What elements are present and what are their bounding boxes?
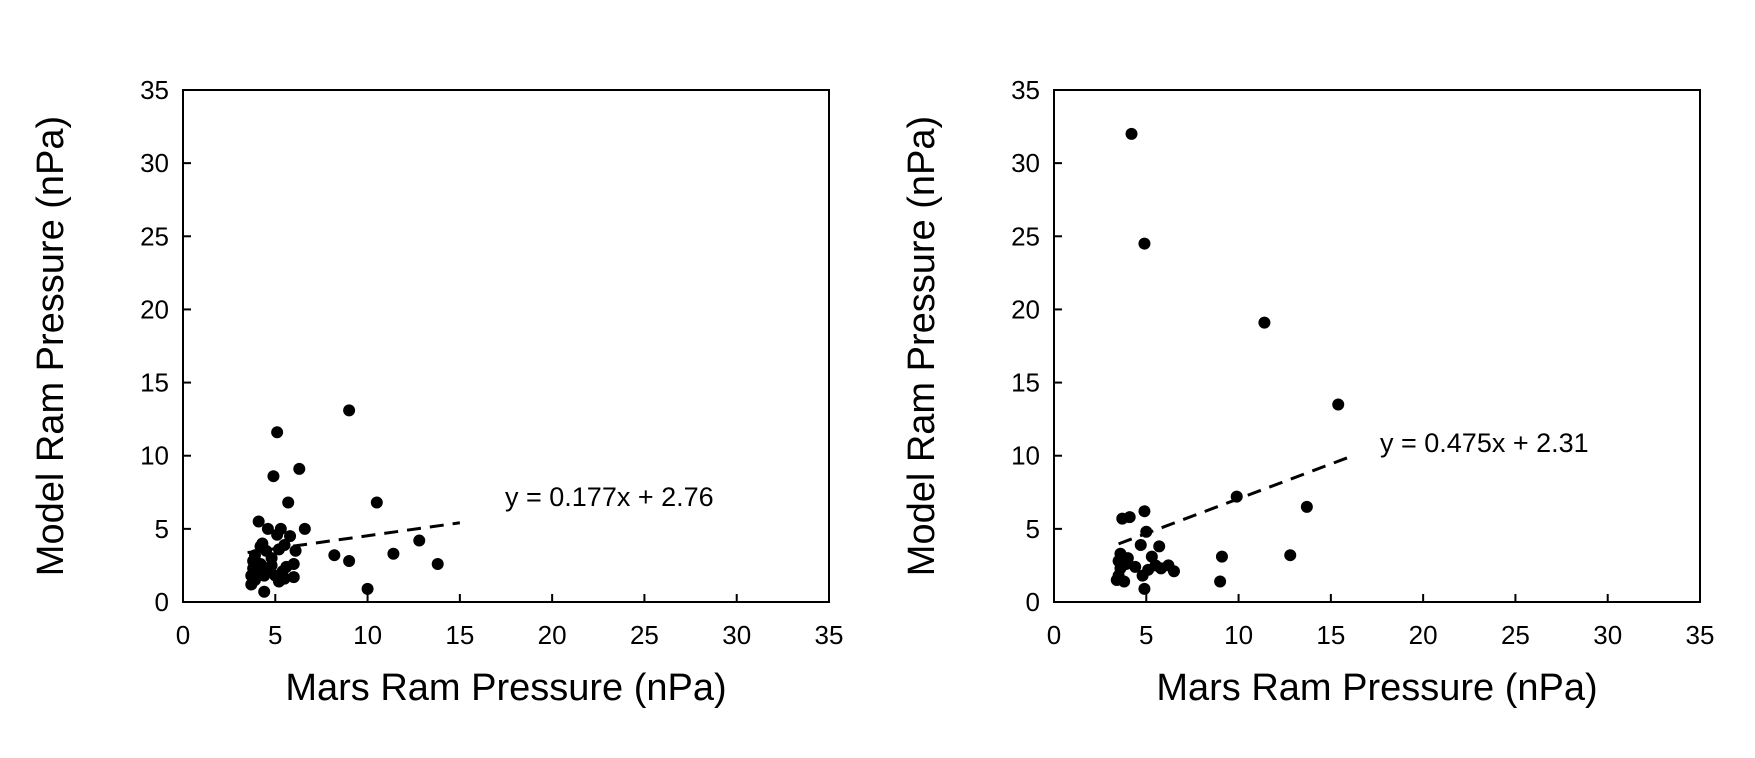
data-point xyxy=(1121,552,1134,565)
data-point xyxy=(271,426,284,439)
y-tick-label: 30 xyxy=(1011,148,1040,178)
data-point xyxy=(289,544,302,557)
data-point xyxy=(1300,500,1313,513)
data-point xyxy=(1134,538,1147,551)
data-point xyxy=(1138,582,1151,595)
data-point xyxy=(252,515,265,528)
data-point xyxy=(1138,505,1151,518)
data-point xyxy=(278,538,291,551)
data-point xyxy=(370,496,383,509)
data-point xyxy=(287,557,300,570)
data-point xyxy=(261,522,274,535)
y-tick-label: 15 xyxy=(140,368,169,398)
data-point xyxy=(1215,550,1228,563)
data-point xyxy=(1123,511,1136,524)
x-tick-label: 30 xyxy=(1593,620,1622,650)
x-tick-label: 30 xyxy=(722,620,751,650)
data-point xyxy=(1332,398,1345,411)
x-tick-label: 25 xyxy=(1501,620,1530,650)
data-point xyxy=(287,571,300,584)
y-tick-label: 25 xyxy=(140,221,169,251)
right-scatter-panel: 0 5 10 15 20 25 30 35 0 5 10 15 20 25 30 35 Mars Ram Pre… xyxy=(901,75,1714,709)
y-tick-label: 15 xyxy=(1011,368,1040,398)
y-tick-label: 0 xyxy=(1026,587,1040,617)
x-tick-label: 35 xyxy=(1686,620,1715,650)
data-point xyxy=(248,549,261,562)
data-point xyxy=(1230,490,1243,503)
data-point xyxy=(1284,549,1297,562)
data-point xyxy=(1167,565,1180,578)
data-point xyxy=(278,572,291,585)
data-point xyxy=(1118,575,1131,588)
y-axis-title: Model Ram Pressure (nPa) xyxy=(30,116,72,576)
y-tick-label: 10 xyxy=(1011,441,1040,471)
y-tick-label: 35 xyxy=(140,75,169,105)
data-point xyxy=(1214,575,1227,588)
x-tick-label: 5 xyxy=(268,620,282,650)
x-tick-label: 5 xyxy=(1139,620,1153,650)
data-point xyxy=(343,555,356,568)
data-point xyxy=(1153,540,1166,553)
x-tick-label: 35 xyxy=(815,620,844,650)
data-point xyxy=(1140,525,1153,538)
data-point xyxy=(1129,560,1142,573)
y-tick-label: 20 xyxy=(140,294,169,324)
x-tick-label: 0 xyxy=(1047,620,1061,650)
x-tick-label: 0 xyxy=(176,620,190,650)
data-point xyxy=(258,585,271,598)
data-point xyxy=(1138,237,1151,250)
data-point xyxy=(298,522,311,535)
data-point xyxy=(274,522,287,535)
y-tick-label: 5 xyxy=(155,514,169,544)
data-point xyxy=(361,582,374,595)
y-tick-label: 25 xyxy=(1011,221,1040,251)
data-point xyxy=(1258,316,1271,329)
left-scatter-panel: 0 5 10 15 20 25 30 35 0 5 10 15 20 25 30 35 Mars Ram Pre… xyxy=(30,75,843,709)
data-point xyxy=(343,404,356,417)
data-point xyxy=(431,557,444,570)
data-point xyxy=(387,547,400,560)
x-tick-label: 15 xyxy=(445,620,474,650)
y-tick-label: 10 xyxy=(140,441,169,471)
y-tick-label: 35 xyxy=(1011,75,1040,105)
data-point xyxy=(413,534,426,547)
y-tick-label: 5 xyxy=(1026,514,1040,544)
x-tick-label: 25 xyxy=(630,620,659,650)
y-tick-label: 0 xyxy=(155,587,169,617)
x-axis-title: Mars Ram Pressure (nPa) xyxy=(1156,667,1597,709)
y-tick-label: 20 xyxy=(1011,294,1040,324)
y-axis-title: Model Ram Pressure (nPa) xyxy=(901,116,943,576)
x-tick-label: 10 xyxy=(1224,620,1253,650)
data-point xyxy=(282,496,295,509)
x-axis-title: Mars Ram Pressure (nPa) xyxy=(285,667,726,709)
data-point xyxy=(328,549,341,562)
x-tick-label: 10 xyxy=(353,620,382,650)
x-tick-label: 20 xyxy=(1409,620,1438,650)
data-point xyxy=(265,559,278,572)
data-point xyxy=(293,462,306,475)
x-tick-label: 15 xyxy=(1316,620,1345,650)
trendline-equation: y = 0.475x + 2.31 xyxy=(1380,428,1589,458)
plot-frame xyxy=(1053,89,1701,603)
plot-frame xyxy=(182,89,830,603)
trendline-equation: y = 0.177x + 2.76 xyxy=(505,482,714,512)
x-tick-label: 20 xyxy=(538,620,567,650)
data-point xyxy=(267,470,280,483)
data-point xyxy=(284,530,297,543)
data-point xyxy=(1125,127,1138,140)
y-tick-label: 30 xyxy=(140,148,169,178)
